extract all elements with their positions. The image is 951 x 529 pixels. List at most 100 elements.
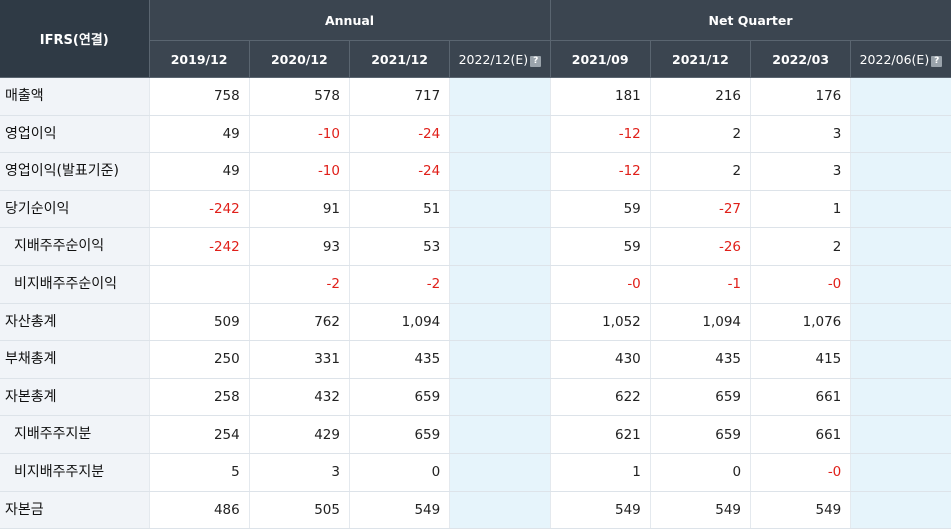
table-row: 자산총계 509 762 1,094 1,052 1,094 1,076	[0, 303, 951, 342]
period-header-estimate: 2022/12(E)?	[449, 40, 551, 78]
value-cell: -12	[550, 115, 651, 154]
row-label: 비지배주주지분	[0, 453, 150, 492]
value-cell: -242	[149, 227, 250, 266]
value-cell: -1	[650, 265, 752, 304]
annual-header: Annual	[149, 0, 551, 41]
value-cell: 549	[550, 491, 651, 529]
value-cell: 622	[550, 378, 651, 417]
value-cell: 93	[249, 227, 351, 266]
value-cell: -0	[750, 453, 852, 492]
row-label: 자산총계	[0, 303, 150, 342]
table-row: 영업이익(발표기준) 49 -10 -24 -12 2 3	[0, 152, 951, 191]
estimate-cell	[449, 77, 551, 116]
estimate-cell	[850, 340, 951, 379]
estimate-cell	[850, 227, 951, 266]
period-header-estimate: 2022/06(E)?	[850, 40, 951, 78]
table-row: 매출액 758 578 717 181 216 176	[0, 77, 951, 116]
value-cell: 3	[750, 152, 852, 191]
period-header: 2021/12	[650, 40, 752, 78]
value-cell: 59	[550, 227, 651, 266]
value-cell	[149, 265, 250, 304]
row-label: 매출액	[0, 77, 150, 116]
value-cell: 2	[650, 115, 752, 154]
value-cell: 717	[349, 77, 451, 116]
value-cell: 1	[550, 453, 651, 492]
value-cell: 659	[349, 415, 451, 454]
value-cell: 549	[750, 491, 852, 529]
value-cell: -24	[349, 115, 451, 154]
value-cell: 53	[349, 227, 451, 266]
value-cell: 661	[750, 415, 852, 454]
value-cell: 578	[249, 77, 351, 116]
value-cell: -10	[249, 152, 351, 191]
estimate-cell	[449, 152, 551, 191]
value-cell: 1,094	[349, 303, 451, 342]
period-header: 2019/12	[149, 40, 250, 78]
value-cell: 5	[149, 453, 250, 492]
period-header: 2021/12	[349, 40, 451, 78]
estimate-cell	[850, 190, 951, 229]
value-cell: -12	[550, 152, 651, 191]
help-icon[interactable]: ?	[931, 55, 943, 67]
table-row: 당기순이익 -242 91 51 59 -27 1	[0, 190, 951, 229]
estimate-cell	[850, 303, 951, 342]
value-cell: 621	[550, 415, 651, 454]
table-row: 영업이익 49 -10 -24 -12 2 3	[0, 115, 951, 154]
table-row: 비지배주주순이익 -2 -2 -0 -1 -0	[0, 265, 951, 304]
value-cell: 1,052	[550, 303, 651, 342]
estimate-cell	[449, 378, 551, 417]
estimate-cell	[449, 340, 551, 379]
value-cell: 1,076	[750, 303, 852, 342]
estimate-cell	[850, 77, 951, 116]
estimate-cell	[850, 115, 951, 154]
ifrs-header: IFRS(연결)	[0, 0, 150, 78]
value-cell: 1,094	[650, 303, 752, 342]
value-cell: -10	[249, 115, 351, 154]
value-cell: -0	[550, 265, 651, 304]
estimate-cell	[449, 491, 551, 529]
value-cell: 435	[650, 340, 752, 379]
value-cell: 509	[149, 303, 250, 342]
value-cell: 549	[349, 491, 451, 529]
value-cell: 661	[750, 378, 852, 417]
row-label: 당기순이익	[0, 190, 150, 229]
table-row: 비지배주주지분 5 3 0 1 0 -0	[0, 453, 951, 492]
value-cell: 505	[249, 491, 351, 529]
row-label: 영업이익	[0, 115, 150, 154]
estimate-cell	[850, 415, 951, 454]
value-cell: 549	[650, 491, 752, 529]
table-row: 자본금 486 505 549 549 549 549	[0, 491, 951, 529]
value-cell: 435	[349, 340, 451, 379]
value-cell: -2	[249, 265, 351, 304]
estimate-cell	[850, 152, 951, 191]
estimate-cell	[449, 303, 551, 342]
value-cell: 250	[149, 340, 250, 379]
value-cell: 3	[750, 115, 852, 154]
estimate-cell	[449, 453, 551, 492]
value-cell: 331	[249, 340, 351, 379]
row-label: 자본금	[0, 491, 150, 529]
net-quarter-header: Net Quarter	[550, 0, 951, 41]
value-cell: 415	[750, 340, 852, 379]
value-cell: 2	[650, 152, 752, 191]
estimate-cell	[449, 265, 551, 304]
help-icon[interactable]: ?	[530, 55, 542, 67]
estimate-cell	[850, 265, 951, 304]
value-cell: 49	[149, 115, 250, 154]
value-cell: 659	[349, 378, 451, 417]
value-cell: 254	[149, 415, 250, 454]
value-cell: 659	[650, 378, 752, 417]
table-row: 자본총계 258 432 659 622 659 661	[0, 378, 951, 417]
row-label: 비지배주주순이익	[0, 265, 150, 304]
period-header: 2021/09	[550, 40, 651, 78]
estimate-cell	[850, 491, 951, 529]
estimate-cell	[449, 415, 551, 454]
row-label: 자본총계	[0, 378, 150, 417]
value-cell: -242	[149, 190, 250, 229]
value-cell: 659	[650, 415, 752, 454]
value-cell: -2	[349, 265, 451, 304]
value-cell: -24	[349, 152, 451, 191]
value-cell: 432	[249, 378, 351, 417]
estimate-cell	[449, 190, 551, 229]
row-label: 부채총계	[0, 340, 150, 379]
